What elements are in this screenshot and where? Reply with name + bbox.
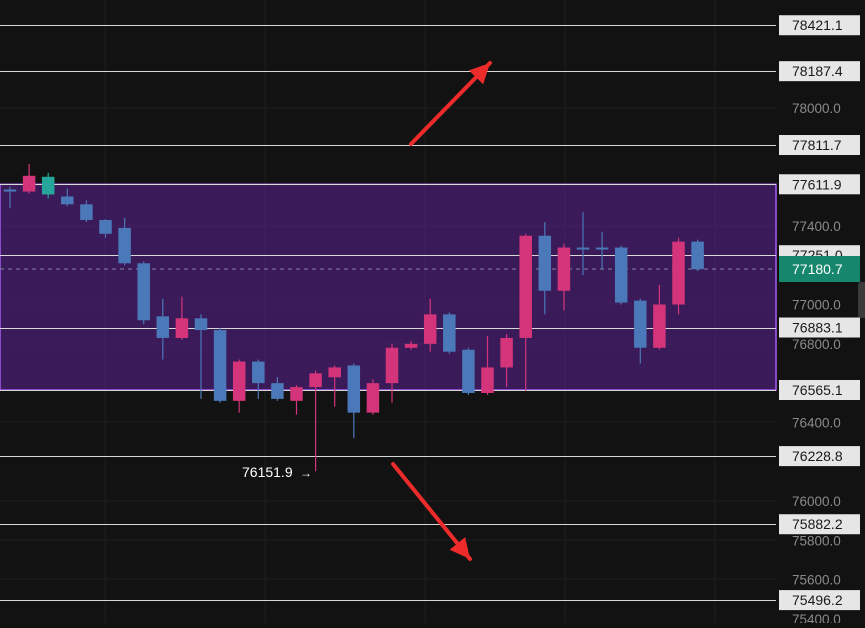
current-price-label: 77180.7: [792, 261, 843, 277]
y-axis-tick-label: 76400.0: [792, 415, 841, 430]
level-price-label: 77611.9: [792, 176, 842, 192]
candle-body[interactable]: [309, 373, 322, 388]
level-price-tag[interactable]: [779, 380, 860, 401]
y-axis-tick-label: 75800.0: [792, 533, 841, 548]
y-axis-tick-label: 76000.0: [792, 494, 841, 509]
candle-body[interactable]: [271, 383, 284, 399]
candle-body[interactable]: [634, 300, 647, 348]
level-price-tag[interactable]: [779, 590, 860, 611]
current-price-tag[interactable]: [779, 256, 860, 283]
candle-body[interactable]: [347, 365, 361, 413]
candle-body[interactable]: [653, 304, 666, 348]
candle-body[interactable]: [366, 383, 380, 413]
level-price-label: 75882.2: [792, 516, 843, 532]
candle-body[interactable]: [385, 347, 399, 384]
level-price-label: 77811.7: [792, 137, 842, 153]
level-price-tag[interactable]: [779, 61, 860, 82]
y-axis-tick-label: 77000.0: [792, 298, 841, 313]
candle-body[interactable]: [290, 387, 303, 401]
candle-body[interactable]: [481, 367, 494, 393]
level-price-label: 75496.2: [792, 592, 843, 608]
level-price-label: 76883.1: [792, 320, 843, 336]
candle-body[interactable]: [80, 204, 93, 221]
candle-body[interactable]: [61, 196, 74, 205]
candle-body[interactable]: [672, 241, 685, 305]
candle-body[interactable]: [538, 235, 552, 291]
candle-body[interactable]: [576, 247, 590, 250]
down-arrow-icon: [391, 462, 472, 561]
level-price-label: 76228.8: [792, 448, 843, 464]
candle-body[interactable]: [118, 227, 131, 264]
candle-body[interactable]: [213, 330, 227, 401]
candle-body[interactable]: [175, 318, 189, 338]
up-arrow-icon: [409, 61, 492, 146]
panel-collapse-handle[interactable]: [858, 282, 865, 318]
candle-body[interactable]: [22, 175, 36, 192]
candle-body[interactable]: [232, 361, 246, 401]
candle-body[interactable]: [99, 220, 112, 234]
candle-body[interactable]: [691, 241, 704, 270]
level-price-tag[interactable]: [779, 174, 860, 195]
candle-body[interactable]: [252, 361, 265, 384]
y-axis-tick-label: 75600.0: [792, 573, 841, 588]
level-price-tag[interactable]: [779, 15, 860, 36]
y-axis-tick-label: 78000.0: [792, 101, 841, 116]
candle-body[interactable]: [500, 337, 513, 368]
candle-body[interactable]: [41, 176, 55, 195]
candle-body[interactable]: [328, 367, 341, 378]
low-price-annotation: 76151.9: [242, 464, 293, 480]
candle-body[interactable]: [519, 235, 532, 338]
level-price-label: 76565.1: [792, 382, 843, 398]
candle-body[interactable]: [462, 349, 475, 393]
candle-body[interactable]: [3, 189, 17, 192]
candle-body[interactable]: [137, 263, 150, 321]
y-axis-tick-label: 77400.0: [792, 219, 841, 234]
candle-body[interactable]: [557, 247, 571, 291]
low-arrow-icon: →: [300, 466, 312, 480]
candle-body[interactable]: [423, 314, 437, 344]
level-price-label: 78187.4: [792, 63, 843, 79]
level-price-tag[interactable]: [779, 317, 860, 338]
candle-body[interactable]: [156, 316, 170, 338]
candle-body[interactable]: [404, 343, 418, 348]
level-price-tag[interactable]: [779, 514, 860, 535]
candle-body[interactable]: [614, 247, 628, 303]
y-axis-tick-label: 76800.0: [792, 337, 841, 352]
candle-body[interactable]: [595, 247, 609, 250]
level-price-tag[interactable]: [779, 135, 860, 156]
y-axis-tick-label: 75400.0: [792, 612, 841, 623]
level-price-label: 78421.1: [792, 17, 843, 33]
candle-body[interactable]: [194, 318, 208, 331]
level-price-tag[interactable]: [779, 446, 860, 467]
candle-body[interactable]: [443, 314, 456, 352]
